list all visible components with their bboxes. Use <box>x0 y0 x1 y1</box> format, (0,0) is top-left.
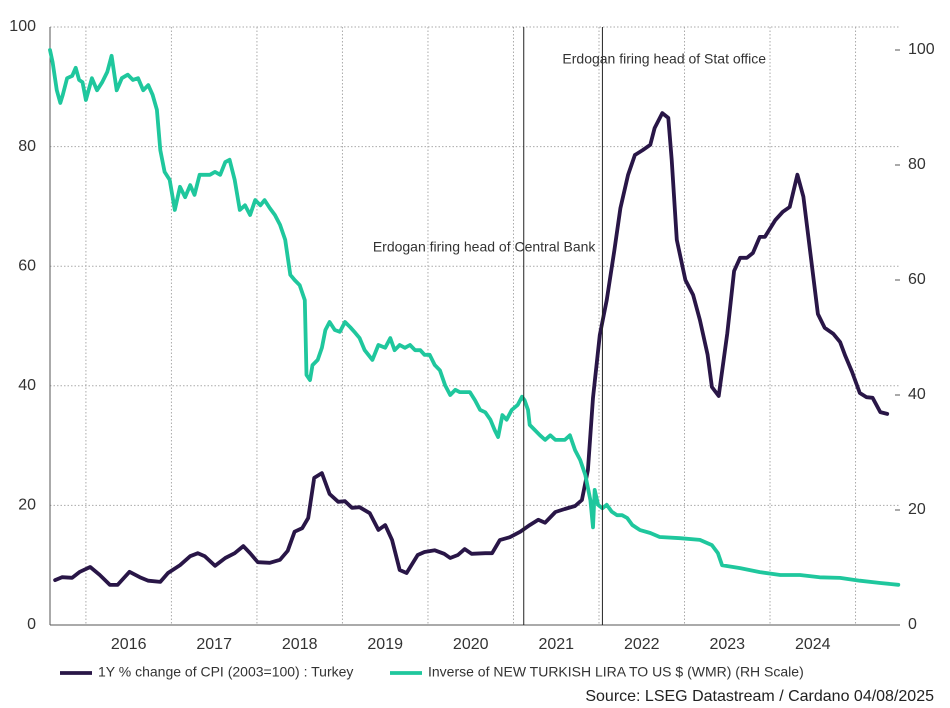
y-tick-label: 100 <box>9 18 36 35</box>
x-tick-label: 2020 <box>453 636 489 653</box>
y2-tick-label: 60 <box>908 271 926 288</box>
annotation: Erdogan firing head of Stat office <box>562 51 766 67</box>
series-line <box>53 111 890 587</box>
y-tick-label: 80 <box>18 138 36 155</box>
x-tick-label: 2024 <box>795 636 831 653</box>
annotation: Erdogan firing head of Central Bank <box>373 239 597 255</box>
legend-label: 1Y % change of CPI (2003=100) : Turkey <box>98 664 353 680</box>
x-tick-label: 2018 <box>282 636 318 653</box>
y-tick-label: 20 <box>18 497 36 514</box>
source: Source: LSEG Datastream / Cardano 04/08/… <box>585 688 934 705</box>
y2-tick-label: 0 <box>908 616 917 633</box>
y2-tick-label: 100 <box>908 41 935 58</box>
x-tick-label: 2023 <box>709 636 745 653</box>
legend-label: Inverse of NEW TURKISH LIRA TO US $ (WMR… <box>428 664 804 680</box>
x-tick-label: 2019 <box>367 636 403 653</box>
x-tick-label: 2021 <box>538 636 574 653</box>
x-tick-label: 2016 <box>111 636 147 653</box>
y-tick-label: 40 <box>18 377 36 394</box>
y-tick-label: 60 <box>18 257 36 274</box>
y2-tick-label: 80 <box>908 156 926 173</box>
y2-tick-label: 40 <box>908 386 926 403</box>
y-tick-label: 0 <box>27 616 36 633</box>
x-tick-label: 2022 <box>624 636 660 653</box>
x-tick-label: 2017 <box>196 636 232 653</box>
series-line <box>48 48 901 587</box>
y2-tick-label: 20 <box>908 501 926 518</box>
